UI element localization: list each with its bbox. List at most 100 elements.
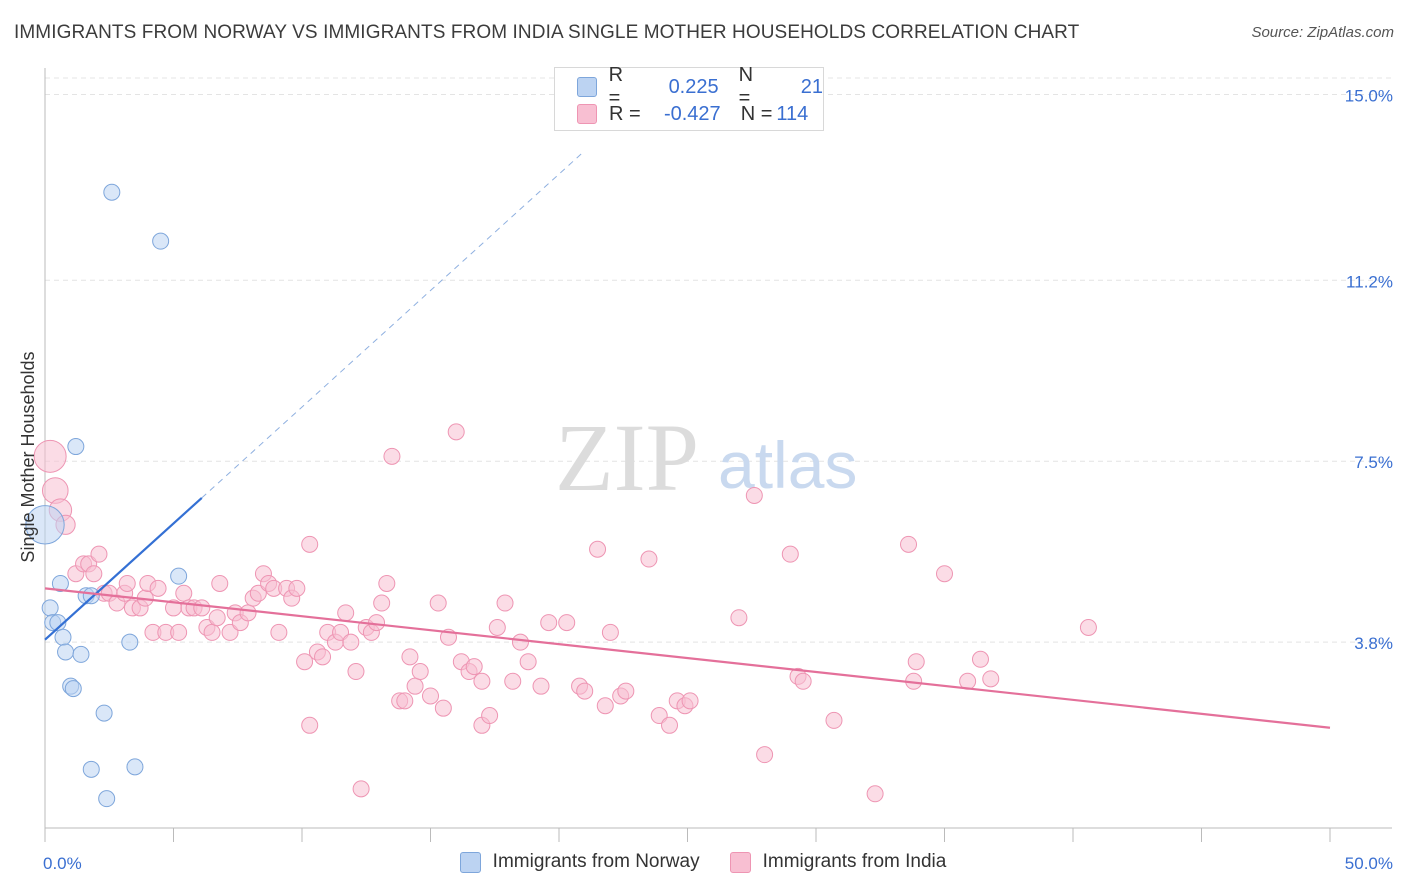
india-point (347, 663, 365, 681)
india-point (149, 579, 167, 597)
norway-points (25, 183, 188, 808)
india-point (640, 550, 658, 568)
india-point (540, 614, 558, 632)
legend-india-label: Immigrants from India (762, 851, 947, 872)
india-point (301, 716, 319, 734)
watermark-atlas: atlas (718, 428, 857, 502)
india-point (447, 423, 465, 441)
tick-labels: 3.8% 7.5% 11.2% 15.0% 0.0% 50.0% (43, 86, 1393, 873)
india-point (373, 594, 391, 612)
india-point (434, 699, 452, 717)
norway-point (54, 628, 72, 646)
india-points (33, 423, 1097, 803)
norway-point (41, 599, 59, 617)
india-point (504, 672, 522, 690)
correlation-legend: R = 0.225 N = 21 R = -0.427 N = 114 (554, 64, 824, 131)
norway-point (82, 587, 100, 605)
watermark: ZIP atlas (555, 404, 857, 511)
y-tick-label: 7.5% (1354, 453, 1393, 472)
india-point (383, 447, 401, 465)
india-point (33, 439, 67, 473)
india-point (239, 604, 257, 622)
india-point (519, 653, 537, 671)
series-legend: Immigrants from Norway Immigrants from I… (0, 851, 1406, 873)
legend-row-norway: R = 0.225 N = 21 (577, 64, 823, 109)
y-axis-label: Single Mother Households (18, 351, 38, 562)
india-point (332, 623, 350, 641)
india-point (481, 707, 499, 725)
india-point (936, 565, 953, 583)
india-point (532, 677, 550, 695)
india-point (866, 785, 884, 803)
india-r-value: -0.427 (663, 102, 721, 125)
india-point (781, 545, 799, 563)
india-point (401, 648, 419, 666)
norway-point (152, 232, 170, 250)
legend-row-india: R = -0.427 N = 114 (577, 101, 812, 127)
india-point (730, 609, 748, 627)
legend-india-swatch (729, 851, 751, 873)
trend-lines (44, 152, 1331, 729)
india-r-label: R = (609, 102, 641, 125)
norway-point (57, 643, 75, 661)
india-point (745, 486, 763, 504)
india-point (118, 574, 136, 592)
norway-trend-extension (201, 152, 583, 499)
india-point (211, 574, 229, 592)
norway-point (51, 574, 69, 592)
norway-point (126, 758, 144, 776)
india-point (558, 614, 576, 632)
norway-n-value: 21 (800, 75, 823, 98)
india-point (825, 711, 843, 729)
legend-norway-label: Immigrants from Norway (492, 851, 700, 872)
x-tick-label: 50.0% (1345, 854, 1393, 873)
india-point (342, 633, 360, 651)
india-point (301, 535, 319, 553)
india-swatch (577, 104, 597, 124)
watermark-zip: ZIP (555, 404, 699, 511)
india-n-label: N = (740, 102, 773, 125)
norway-point (95, 704, 113, 722)
india-point (429, 594, 447, 612)
india-point (596, 697, 614, 715)
norway-trend-line (44, 497, 203, 641)
norway-point (82, 760, 100, 778)
india-point (617, 682, 635, 700)
india-point (900, 535, 918, 553)
india-n-value: 114 (776, 102, 809, 125)
norway-point (103, 183, 121, 201)
india-point (337, 604, 355, 622)
india-point (170, 623, 188, 641)
india-point (193, 599, 211, 617)
india-point (422, 687, 439, 705)
india-point (601, 623, 619, 641)
india-point (971, 650, 989, 668)
norway-point (170, 567, 188, 585)
grid-layer (45, 77, 1392, 643)
india-point (406, 677, 424, 695)
norway-point (25, 505, 65, 545)
norway-point (121, 633, 139, 651)
india-point (756, 746, 774, 764)
legend-item-norway: Immigrants from Norway (459, 851, 700, 873)
india-point (221, 623, 239, 641)
india-point (1079, 618, 1097, 636)
india-point (208, 609, 226, 627)
y-tick-label: 3.8% (1354, 634, 1393, 653)
india-point (681, 692, 699, 710)
india-point (288, 579, 306, 597)
legend-norway-swatch (459, 851, 481, 873)
india-trend-line (44, 587, 1331, 729)
india-point (249, 584, 267, 602)
india-point (85, 565, 103, 583)
india-point (175, 584, 193, 602)
india-point (411, 663, 429, 681)
india-point (907, 653, 925, 671)
india-point (488, 618, 506, 636)
norway-swatch (577, 77, 597, 97)
india-point (396, 692, 414, 710)
y-tick-label: 15.0% (1345, 86, 1393, 105)
india-point (650, 707, 668, 725)
india-point (511, 633, 529, 651)
